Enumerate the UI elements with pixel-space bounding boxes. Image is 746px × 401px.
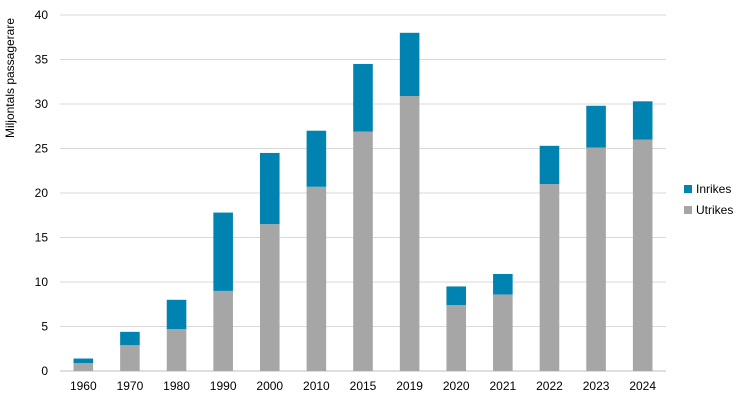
x-tick-label: 1980 [163,379,190,393]
x-tick-label: 2015 [350,379,377,393]
bar-utrikes-2015 [353,131,373,371]
bar-inrikes-2023 [586,105,606,148]
bar-utrikes-2020 [446,305,467,371]
bar-utrikes-2022 [539,184,560,371]
bar-inrikes-2010 [306,130,327,187]
legend: Inrikes Utrikes [684,182,733,217]
y-tick-label: 0 [41,364,48,378]
y-tick-label: 15 [35,231,49,245]
bar-inrikes-2019 [399,32,420,96]
x-tick-label: 2024 [629,379,656,393]
x-tick-label: 2021 [489,379,516,393]
y-tick-label: 5 [41,320,48,334]
bar-utrikes-2024 [632,139,653,371]
x-tick-label: 2010 [303,379,330,393]
legend-label-inrikes: Inrikes [696,182,731,196]
y-axis-ticks: 0 5 10 15 20 25 30 35 40 [35,8,49,378]
bar-utrikes-2010 [306,186,327,371]
y-tick-label: 10 [35,275,49,289]
y-tick-label: 30 [35,97,49,111]
bar-inrikes-2024 [632,101,653,140]
bar-inrikes-2000 [259,152,280,225]
bar-inrikes-2020 [446,286,467,306]
x-tick-label: 2000 [256,379,283,393]
y-tick-label: 25 [35,142,49,156]
legend-swatch-utrikes [684,206,692,214]
x-tick-label: 2020 [443,379,470,393]
y-tick-label: 20 [35,186,49,200]
bar-utrikes-1970 [120,345,140,371]
x-axis-ticks: 1960 1970 1980 1990 2000 2010 2015 2019 2020 2021… [70,379,656,393]
bar-inrikes-2022 [539,145,560,185]
x-tick-label: 2023 [583,379,610,393]
bar-inrikes-1990 [213,212,233,291]
bar-inrikes-2021 [493,273,513,295]
legend-swatch-inrikes [684,185,692,193]
bar-inrikes-1960 [73,358,94,363]
bar-utrikes-2000 [259,224,280,371]
bar-inrikes-1970 [120,331,140,346]
bar-utrikes-1960 [73,362,94,371]
legend-label-utrikes: Utrikes [696,203,733,217]
y-tick-label: 40 [35,8,49,22]
bar-utrikes-2021 [493,294,513,371]
x-tick-label: 2022 [536,379,563,393]
x-tick-label: 2019 [396,379,423,393]
bars [73,32,653,372]
bar-utrikes-2023 [586,147,606,371]
bar-utrikes-2019 [399,95,420,372]
x-tick-label: 1990 [210,379,237,393]
bar-utrikes-1980 [166,329,187,371]
x-tick-label: 1960 [70,379,97,393]
bar-inrikes-1980 [166,299,187,330]
bar-inrikes-2015 [353,63,373,132]
y-tick-label: 35 [35,53,49,67]
x-tick-label: 1970 [117,379,144,393]
bar-utrikes-1990 [213,290,233,371]
y-axis-title: Miljontals passagerare [3,18,17,138]
